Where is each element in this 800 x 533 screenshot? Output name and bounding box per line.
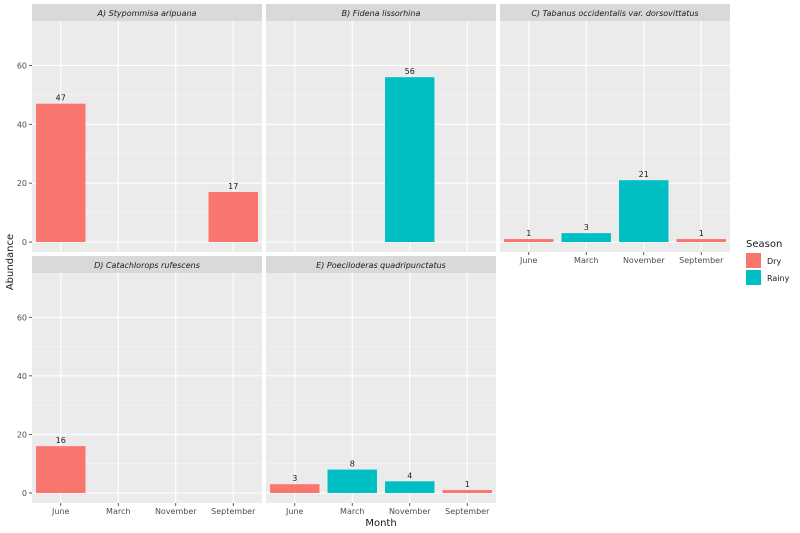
- facet-panel-1: B) Fidena lissorhina 56: [266, 4, 496, 252]
- bar-value-label: 4: [407, 471, 412, 480]
- y-tick-label: 20: [17, 430, 27, 439]
- y-axis-title: Abundance: [5, 234, 16, 290]
- y-tick-label: 20: [17, 179, 27, 188]
- panel-background: [266, 21, 496, 252]
- panel-background: [266, 273, 496, 503]
- x-tick-label: March: [106, 507, 130, 516]
- panel-background: [500, 21, 730, 252]
- bar-september: [676, 239, 726, 242]
- x-tick-label: September: [445, 507, 490, 516]
- x-tick-label: June: [285, 507, 304, 516]
- bar-november: [385, 481, 435, 493]
- legend-key-rainy: [746, 270, 761, 285]
- x-tick-label: November: [389, 507, 431, 516]
- x-tick-label: March: [574, 256, 598, 265]
- bar-june: [36, 103, 86, 242]
- facet-strip: [500, 4, 730, 21]
- bar-september: [208, 191, 258, 242]
- y-tick-label: 0: [22, 238, 27, 247]
- facet-panel-0: A) Stypommisa aripuana 0 20 40 60 47 17: [17, 4, 262, 252]
- bar-value-label: 3: [584, 223, 589, 232]
- legend-title: Season: [746, 239, 782, 250]
- x-tick-label: September: [679, 256, 724, 265]
- legend-key-dry: [746, 253, 761, 268]
- legend-label-rainy: Rainy: [767, 274, 790, 283]
- facet-panel-4: E) Poeciloderas quadripunctatus 3 8 4 1 June M…: [266, 256, 496, 516]
- bar-november: [385, 77, 435, 242]
- bar-march: [327, 469, 377, 493]
- y-tick-label: 0: [22, 489, 27, 498]
- bar-november: [619, 180, 669, 242]
- bar-value-label: 56: [405, 67, 415, 76]
- bar-value-label: 47: [56, 94, 66, 103]
- facet-strip: [266, 256, 496, 273]
- x-tick-label: June: [51, 507, 70, 516]
- x-tick-label: March: [340, 507, 364, 516]
- bar-september: [442, 490, 492, 493]
- facet-strip-title: C) Tabanus occidentalis var. dorsovittat…: [531, 9, 698, 18]
- bar-value-label: 16: [56, 436, 66, 445]
- bar-value-label: 1: [526, 229, 531, 238]
- legend: Season Dry Rainy: [746, 239, 790, 285]
- bar-march: [561, 233, 611, 242]
- bar-value-label: 17: [228, 182, 238, 191]
- bar-value-label: 8: [350, 460, 355, 469]
- x-axis-title: Month: [365, 518, 396, 529]
- bar-june: [270, 484, 320, 493]
- y-tick-label: 60: [17, 313, 27, 322]
- y-tick-label: 40: [17, 120, 27, 129]
- facet-strip-title: E) Poeciloderas quadripunctatus: [316, 261, 446, 270]
- bar-june: [504, 239, 554, 242]
- facet-strip-title: A) Stypommisa aripuana: [97, 9, 197, 18]
- bar-value-label: 3: [292, 474, 297, 483]
- bar-value-label: 1: [465, 480, 470, 489]
- facet-strip: [266, 4, 496, 21]
- facet-panel-3: D) Catachlorops rufescens 0 20 40 60 16 June Ma…: [17, 256, 262, 516]
- facet-strip-title: B) Fidena lissorhina: [342, 9, 421, 18]
- facet-strip: [32, 256, 262, 273]
- y-tick-label: 60: [17, 61, 27, 70]
- bar-value-label: 1: [699, 229, 704, 238]
- y-tick-label: 40: [17, 372, 27, 381]
- legend-label-dry: Dry: [767, 257, 781, 266]
- x-tick-label: June: [519, 256, 538, 265]
- bar-june: [36, 446, 86, 493]
- facet-strip-title: D) Catachlorops rufescens: [94, 261, 200, 270]
- x-tick-label: November: [623, 256, 665, 265]
- facet-strip: [32, 4, 262, 21]
- bar-value-label: 21: [639, 170, 649, 179]
- x-tick-label: November: [155, 507, 197, 516]
- x-tick-label: September: [211, 507, 256, 516]
- facet-panel-2: C) Tabanus occidentalis var. dorsovittat…: [500, 4, 730, 265]
